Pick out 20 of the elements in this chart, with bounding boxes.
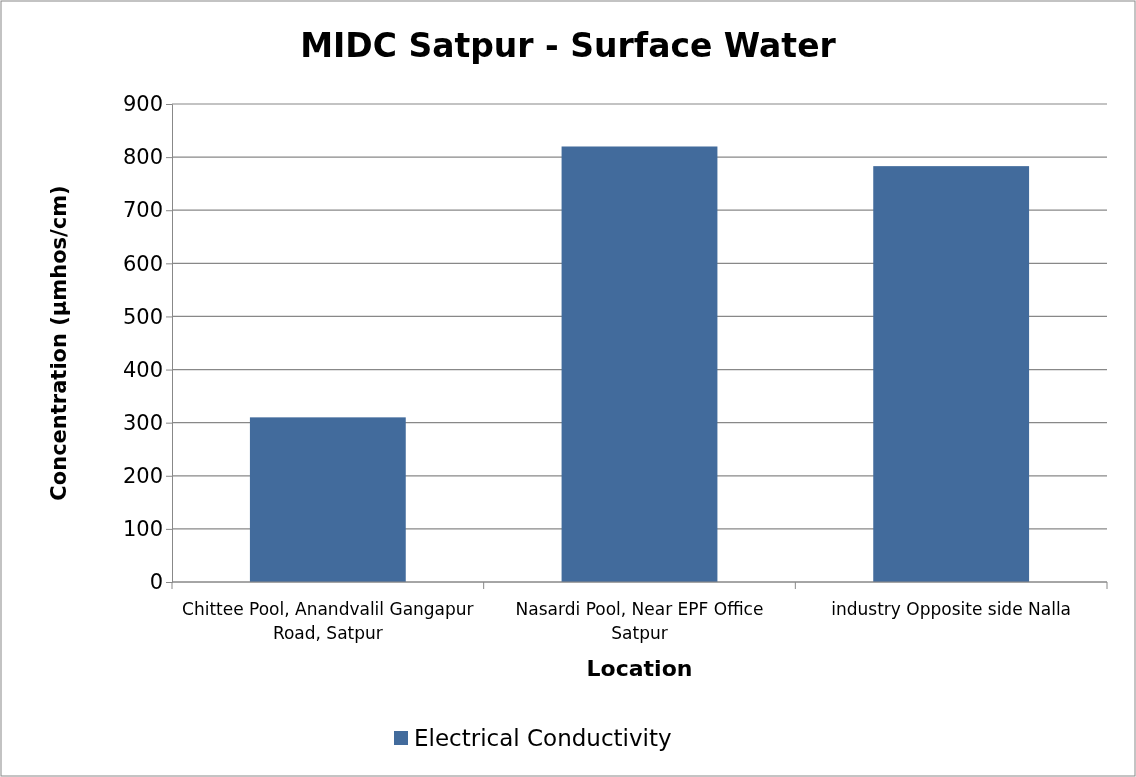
y-tick-label: 400: [122, 357, 163, 382]
y-tick-label: 600: [122, 251, 163, 276]
y-tick-label: 100: [122, 517, 163, 542]
x-tick-label: industry Opposite side Nalla: [831, 599, 1072, 619]
x-tick-label: Nasardi Pool, Near EPF Office Satpur: [515, 599, 764, 643]
y-tick-label: 900: [122, 92, 163, 117]
y-tick-label: 200: [122, 464, 163, 488]
y-tick-label: 0: [149, 570, 163, 595]
y-tick-label: 800: [122, 145, 163, 170]
x-axis-title: Location: [586, 656, 693, 681]
y-axis-title: Concentration (µmhos/cm): [47, 185, 71, 501]
bar: [249, 417, 406, 582]
x-tick-label: Chittee Pool, Anandvalil Gangapur Road, Satpur: [182, 599, 474, 643]
y-tick-label: 700: [122, 198, 163, 223]
chart-title: MIDC Satpur - Surface Water: [300, 26, 837, 65]
y-tick-label: 300: [122, 410, 163, 435]
y-tick-label: 500: [122, 304, 163, 329]
legend-label: Electrical Conductivity: [414, 725, 672, 751]
bar: [873, 166, 1030, 582]
bar: [561, 146, 718, 582]
